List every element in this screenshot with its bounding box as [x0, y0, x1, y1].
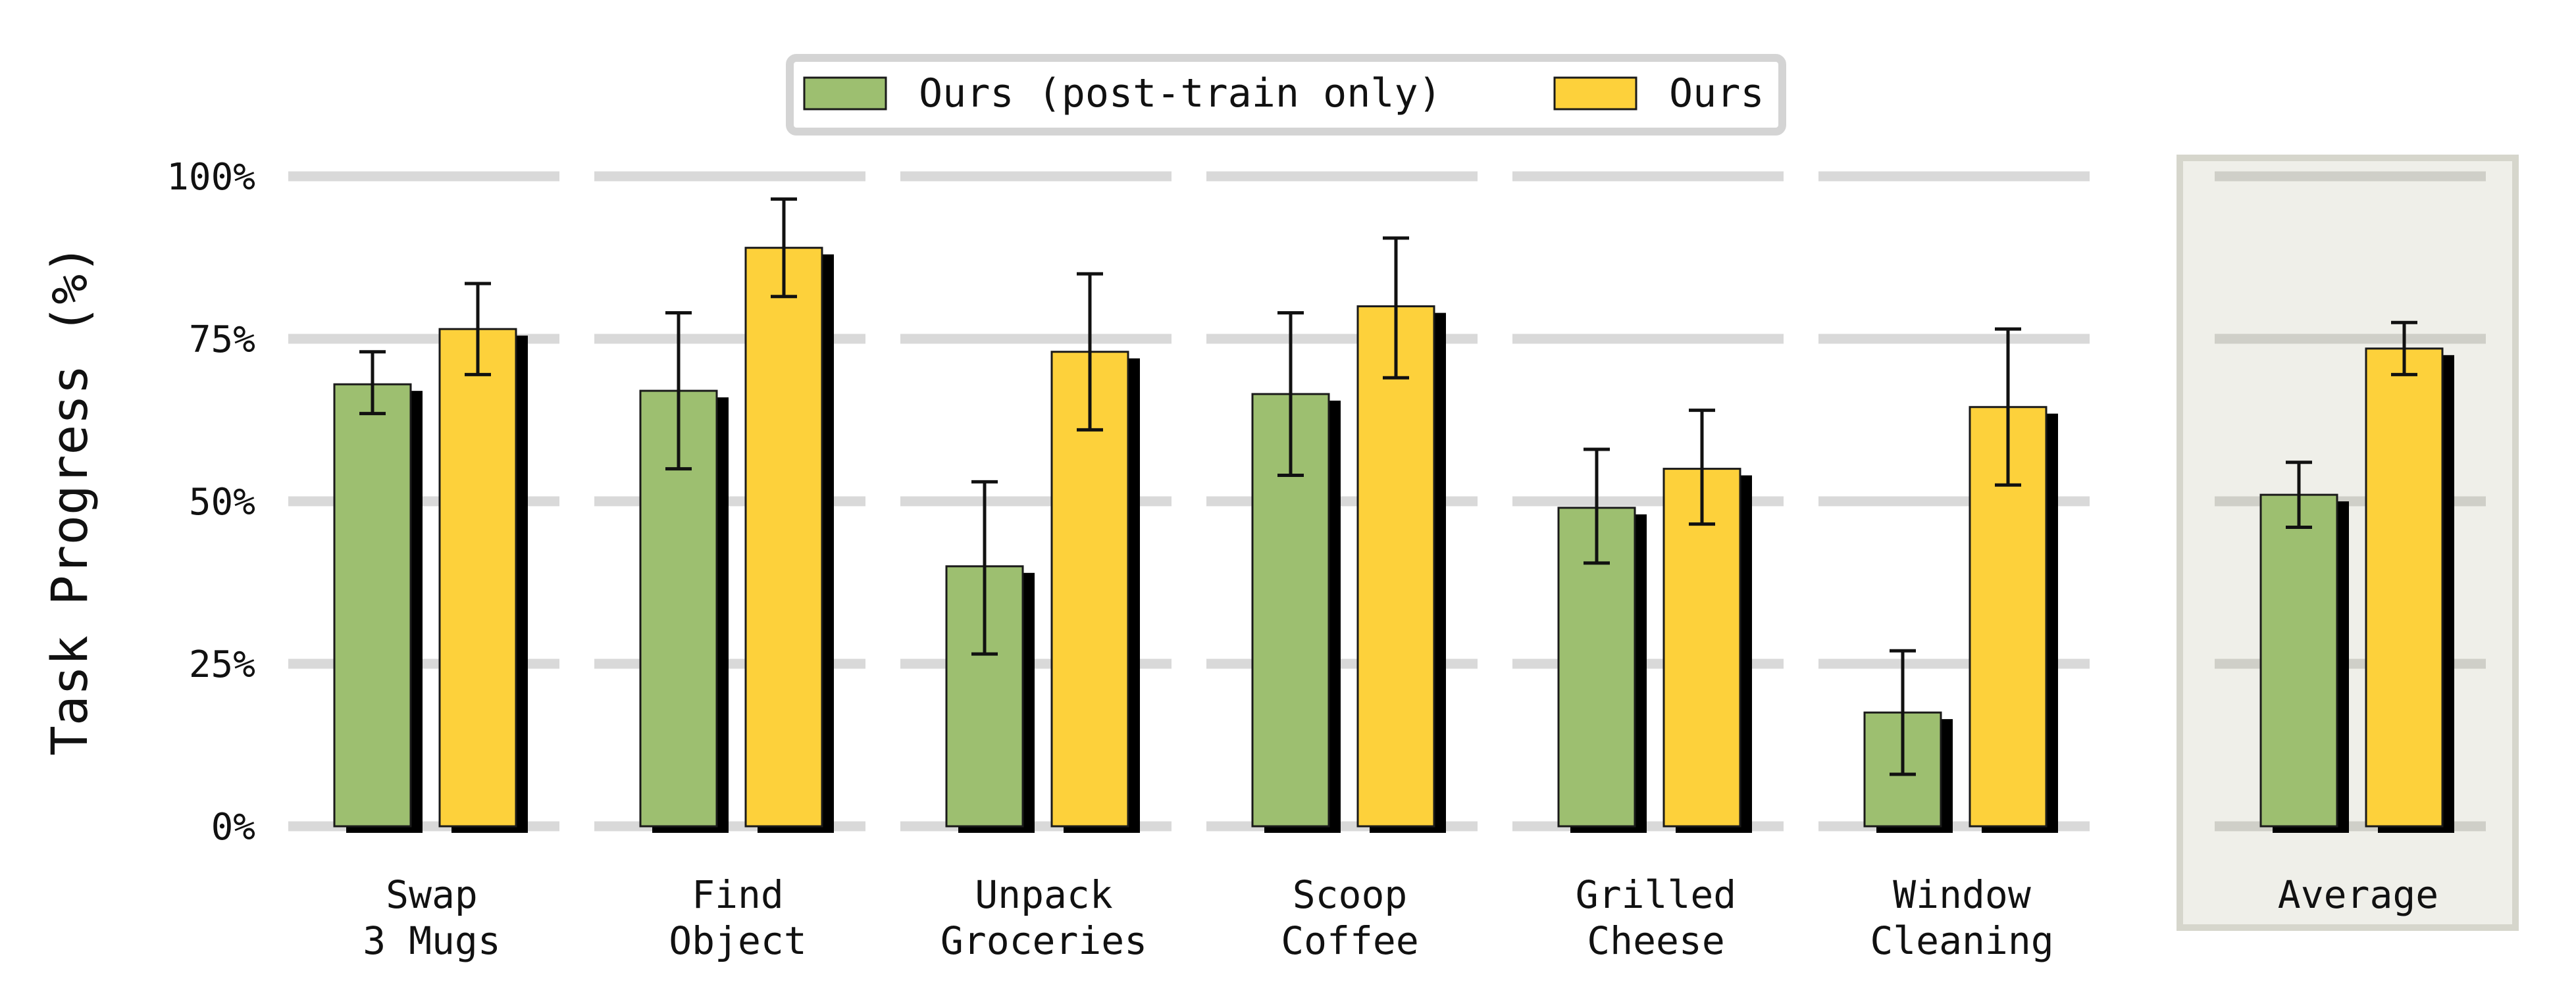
- category-label-unpack-groceries: Unpack: [975, 872, 1113, 917]
- y-axis-label: Task Progress (%): [40, 244, 99, 756]
- bars: [333, 197, 2454, 834]
- category-label-swap-3-mugs: Swap: [386, 872, 478, 917]
- category-label-scoop-coffee: Coffee: [1281, 918, 1419, 963]
- category-label-window-cleaning: Cleaning: [1870, 918, 2053, 963]
- category-label-average: Average: [2278, 872, 2438, 917]
- bar-swap-3-mugs-ours-post-train-only: [333, 383, 412, 828]
- y-tick-label: 0%: [211, 806, 255, 849]
- y-axis: 0% 25% 50% 75% 100%: [167, 156, 255, 849]
- legend-swatch-ours-post-train-only: [803, 76, 887, 111]
- bar-average-ours: [2365, 347, 2444, 828]
- bar-swap-3-mugs-ours: [438, 328, 517, 828]
- y-tick-label: 25%: [189, 643, 255, 686]
- legend-label-ours: Ours: [1669, 70, 1765, 116]
- y-tick-label: 50%: [189, 481, 255, 524]
- category-label-window-cleaning: Window: [1893, 872, 2031, 917]
- category-label-find-object: Find: [692, 872, 784, 917]
- legend-box: [786, 54, 1786, 136]
- category-label-unpack-groceries: Groceries: [940, 918, 1147, 963]
- category-label-grilled-cheese: Cheese: [1587, 918, 1725, 963]
- category-label-grilled-cheese: Grilled: [1576, 872, 1736, 917]
- legend: Ours (post-train only) Ours: [786, 54, 1786, 136]
- y-tick-label: 75%: [189, 318, 255, 361]
- bar-find-object-ours: [744, 247, 823, 828]
- category-label-scoop-coffee: Scoop: [1293, 872, 1408, 917]
- bar-average-ours-post-train-only: [2259, 493, 2338, 828]
- bar-scoop-coffee-ours: [1356, 305, 1435, 828]
- category-label-swap-3-mugs: 3 Mugs: [363, 918, 501, 963]
- series-ours-post-train-only: [333, 311, 2349, 833]
- y-tick-label: 100%: [167, 156, 255, 199]
- bar-grilled-cheese-ours: [1662, 468, 1741, 828]
- legend-swatch-ours: [1553, 76, 1637, 111]
- series-ours: [438, 197, 2454, 834]
- legend-label-ours-post-train-only: Ours (post-train only): [919, 70, 1442, 116]
- category-label-find-object: Object: [669, 918, 807, 963]
